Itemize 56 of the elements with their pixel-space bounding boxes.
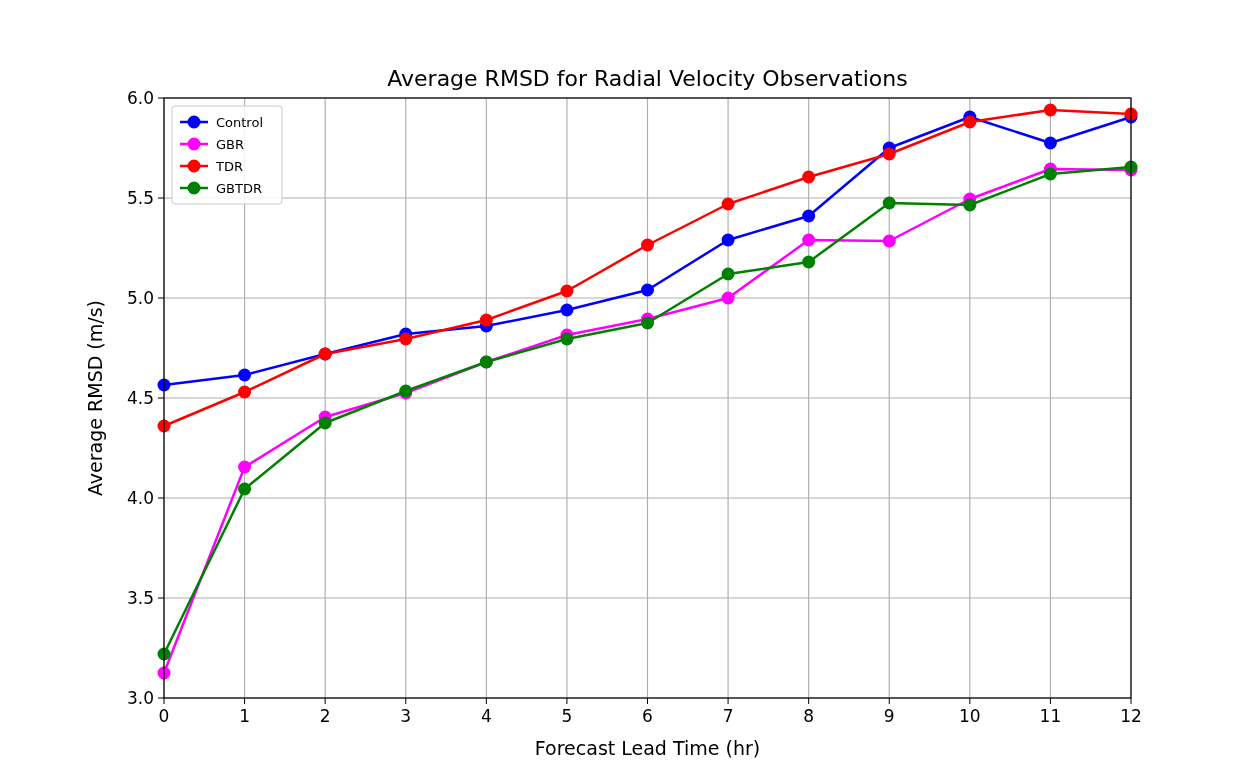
legend-label: GBTDR — [216, 181, 262, 196]
y-tick-label: 5.5 — [126, 188, 154, 208]
x-tick-label: 8 — [803, 706, 815, 726]
point — [1043, 103, 1057, 117]
point — [318, 416, 332, 430]
point — [1043, 167, 1057, 181]
y-tick-label: 6.0 — [126, 88, 154, 108]
point — [963, 198, 977, 212]
x-tick-label: 6 — [642, 706, 653, 726]
legend-label: TDR — [215, 159, 243, 174]
x-tick-label: 1 — [239, 706, 250, 726]
y-tick-label: 4.0 — [126, 488, 154, 508]
point — [238, 368, 252, 382]
point — [479, 313, 493, 327]
y-tick-label: 3.0 — [126, 688, 154, 708]
point — [641, 316, 654, 330]
point — [238, 460, 252, 474]
point — [882, 147, 896, 161]
x-tick-label: 11 — [1039, 706, 1062, 726]
y-tick-label: 5.0 — [126, 288, 154, 308]
x-tick-label: 2 — [319, 706, 331, 726]
legend-label: Control — [216, 115, 263, 130]
y-axis-title: Average RMSD (m/s) — [84, 299, 106, 497]
y-tick-label: 3.5 — [126, 588, 154, 608]
point — [882, 234, 896, 248]
point — [560, 332, 574, 346]
point — [399, 332, 413, 346]
point — [238, 385, 252, 399]
x-tick-label: 10 — [959, 706, 981, 726]
point — [882, 196, 896, 210]
point — [1043, 136, 1057, 150]
point — [721, 233, 735, 247]
point — [802, 170, 816, 184]
point — [721, 197, 735, 211]
point — [641, 283, 654, 297]
chart-title: Average RMSD for Radial Velocity Observations — [387, 66, 908, 91]
point — [721, 291, 735, 305]
x-tick-label: 4 — [480, 706, 492, 726]
x-axis-title: Forecast Lead Time (hr) — [534, 737, 761, 759]
point — [238, 482, 252, 496]
point — [802, 209, 816, 223]
point — [560, 303, 574, 317]
x-tick-label: 3 — [400, 706, 412, 726]
x-tick-label: 9 — [883, 706, 895, 726]
x-tick-label: 0 — [158, 706, 170, 726]
point — [721, 267, 735, 281]
x-tick-label: 5 — [561, 706, 573, 726]
point — [641, 238, 654, 252]
legend-label: GBR — [216, 137, 245, 152]
point — [963, 115, 977, 129]
x-tick-label: 7 — [722, 706, 734, 726]
y-tick-label: 4.5 — [126, 388, 154, 408]
point — [560, 284, 574, 298]
point — [802, 233, 816, 247]
x-tick-label: 12 — [1120, 706, 1142, 726]
point — [802, 255, 816, 269]
